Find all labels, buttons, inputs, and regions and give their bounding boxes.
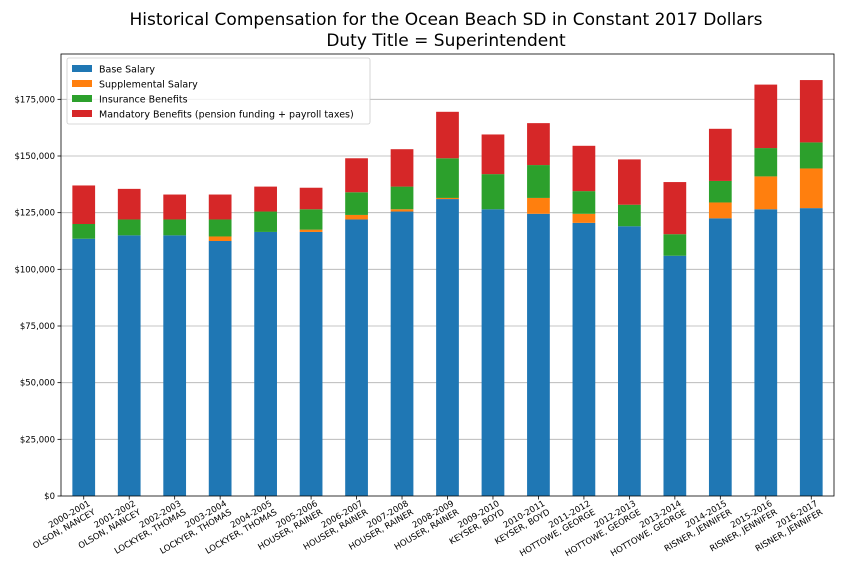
bar-segment (254, 231, 277, 496)
y-tick-label: $50,000 (20, 379, 55, 389)
bar-segment (390, 211, 414, 497)
bar-segment (572, 213, 596, 223)
bar-segment (72, 224, 96, 239)
bar-segment (436, 197, 459, 200)
bar-segment (481, 209, 505, 496)
y-tick-label: $75,000 (20, 322, 55, 332)
legend-swatch (72, 65, 92, 72)
bar-segment (436, 111, 459, 159)
bar-segment (117, 188, 141, 220)
bar-segment (208, 194, 232, 220)
bar-segment (436, 199, 459, 497)
y-tick-label: $25,000 (20, 435, 55, 445)
bar-segment (708, 128, 732, 181)
bar-segment (299, 231, 323, 496)
chart-subtitle: Duty Title = Superintendent (326, 31, 566, 51)
legend-swatch (72, 95, 92, 102)
bar-segment (208, 241, 232, 496)
bar-segment (481, 134, 505, 175)
legend-box (66, 57, 371, 125)
bar-segment (254, 211, 277, 232)
bar-segment (799, 168, 823, 209)
bar-segment (799, 208, 823, 496)
bar-segment (72, 238, 96, 496)
bar-segment (572, 145, 596, 192)
bar-segment (754, 84, 778, 149)
bar-segment (618, 204, 641, 227)
bar-segment (117, 219, 141, 236)
bar-segment (163, 194, 187, 220)
bar-segment (208, 236, 232, 241)
bar-segment (163, 235, 187, 497)
bar-segment (481, 174, 505, 210)
bar-segment (345, 219, 368, 496)
bar-segment (572, 222, 596, 496)
bar-segment (117, 235, 141, 497)
bar-segment (72, 185, 96, 224)
bar-segment (708, 180, 732, 203)
bar-segment (345, 192, 368, 215)
legend-label: Base Salary (99, 65, 155, 76)
y-tick-label: $0 (44, 492, 55, 502)
bar-segment (754, 148, 778, 177)
y-tick-label: $150,000 (14, 152, 55, 162)
bar-segment (663, 182, 687, 235)
bar-segment (208, 219, 232, 237)
bar-segment (254, 186, 277, 212)
bar-segment (754, 209, 778, 496)
legend-label: Mandatory Benefits (pension funding + pa… (99, 110, 354, 121)
bar-segment (299, 229, 323, 232)
y-tick-label: $175,000 (14, 95, 55, 105)
bar-segment (527, 197, 550, 214)
legend-swatch (72, 110, 92, 117)
bar-segment (618, 226, 641, 496)
bars (72, 80, 823, 497)
bar-segment (663, 234, 687, 256)
bar-segment (799, 80, 823, 143)
bar-segment (299, 209, 323, 230)
bar-segment (527, 123, 550, 166)
bar-segment (345, 158, 368, 193)
legend-label: Insurance Benefits (99, 95, 188, 106)
bar-segment (708, 218, 732, 497)
y-tick-label: $125,000 (14, 209, 55, 219)
bar-segment (436, 158, 459, 198)
bar-segment (754, 176, 778, 210)
legend-swatch (72, 80, 92, 87)
legend: Base Salary Supplemental Salary Insurance … (66, 57, 371, 125)
y-tick-label: $100,000 (14, 265, 55, 275)
bar-segment (527, 213, 550, 497)
bar-segment (527, 165, 550, 198)
y-axis: $0 $25,000 $50,000 $75,000 $100,000 $125,000 $… (14, 95, 61, 502)
chart-title: Historical Compensation for the Ocean Be… (130, 10, 763, 30)
legend-label: Supplemental Salary (99, 80, 198, 91)
bar-segment (390, 186, 414, 210)
bar-segment (799, 142, 823, 169)
bar-segment (390, 149, 414, 187)
bar-segment (345, 214, 368, 220)
bar-segment (618, 159, 641, 205)
bar-segment (390, 209, 414, 212)
bar-segment (663, 255, 687, 496)
bar-segment (708, 202, 732, 219)
bar-segment (299, 187, 323, 210)
bar-segment (572, 191, 596, 214)
bar-segment (163, 219, 187, 236)
